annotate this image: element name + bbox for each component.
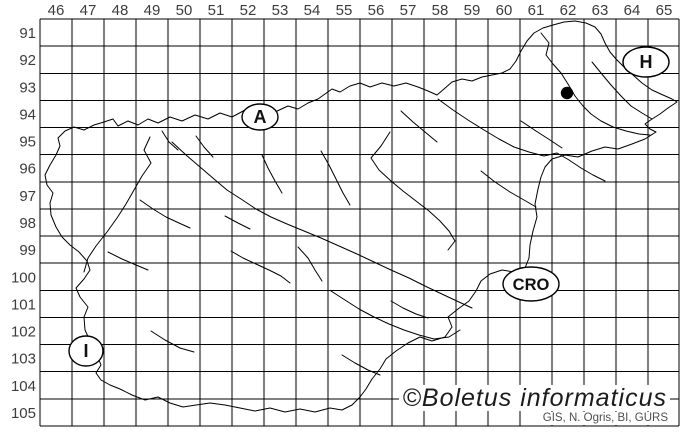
grid-row-label: 103: [11, 351, 36, 368]
river-path: [341, 354, 381, 376]
river-path: [83, 136, 152, 273]
river-path: [400, 110, 438, 143]
grid-col-label: 59: [464, 2, 481, 19]
map-geometry: [44, 20, 678, 413]
grid-row-label: 95: [19, 134, 36, 151]
grid-col-label: 52: [240, 2, 257, 19]
grid-col-label: 64: [624, 2, 641, 19]
country-label-italy: I: [68, 335, 104, 367]
grid-col-label: 61: [528, 2, 545, 19]
grid-col-label: 51: [208, 2, 225, 19]
grid-row-label: 92: [19, 52, 36, 69]
grid-row-label: 91: [19, 25, 36, 42]
river-path: [297, 246, 323, 282]
country-label-ellipse: [68, 335, 104, 367]
grid-col-label: 50: [176, 2, 193, 19]
grid-col-label: 56: [368, 2, 385, 19]
grid-row-label: 100: [11, 269, 36, 286]
river-path: [230, 250, 291, 284]
grid-row-label: 94: [19, 106, 36, 123]
grid-col-label: 63: [592, 2, 609, 19]
river-path: [540, 32, 651, 136]
country-label-hungary: H: [622, 46, 670, 78]
grid-col-label: 57: [400, 2, 417, 19]
river-path: [171, 141, 473, 309]
river-path: [107, 251, 149, 271]
country-label-text: A: [254, 107, 267, 127]
river-path: [320, 150, 351, 206]
grid-col-label: 60: [496, 2, 513, 19]
copyright-text: ©Boletus informaticus: [399, 385, 670, 411]
country-label-ellipse: [502, 266, 560, 302]
river-path: [390, 300, 429, 319]
river-path: [224, 215, 251, 230]
grid-col-label: 62: [560, 2, 577, 19]
grid-col-label: 65: [656, 2, 673, 19]
grid-row-label: 93: [19, 79, 36, 96]
grid-col-label: 47: [80, 2, 97, 19]
river-path: [139, 199, 191, 229]
river-path: [437, 98, 606, 182]
grid-col-label: 48: [112, 2, 129, 19]
country-label-croatia: CRO: [502, 266, 560, 302]
river-path: [261, 154, 283, 194]
country-label-ellipse: [241, 103, 279, 131]
country-border-path: [44, 20, 678, 413]
river-path: [520, 120, 563, 149]
river-path: [370, 131, 456, 251]
river-path: [330, 290, 461, 340]
attribution-text: GIS, N. Ogris, BI, GURS: [540, 412, 670, 425]
river-path: [161, 130, 179, 151]
country-label-austria: A: [241, 103, 279, 131]
record-dot[interactable]: [560, 86, 574, 100]
river-path: [150, 330, 195, 353]
grid-row-label: 99: [19, 242, 36, 259]
grid-labels: 46 47 48 49 50 51 52 53 54 55 56 57 58 59 60 61 62 63 64 65…: [11, 2, 672, 422]
map-grid: [39, 18, 680, 427]
grid-row-label: 98: [19, 215, 36, 232]
river-path: [591, 61, 653, 120]
river-path: [480, 170, 537, 208]
grid-col-label: 53: [272, 2, 289, 19]
grid-row-label: 96: [19, 161, 36, 178]
grid-col-label: 54: [304, 2, 321, 19]
grid-col-label: 46: [48, 2, 65, 19]
grid-col-label: 55: [336, 2, 353, 19]
grid-col-label: 58: [432, 2, 449, 19]
grid-row-label: 97: [19, 188, 36, 205]
country-label-text: H: [640, 52, 653, 72]
river-path: [195, 135, 214, 158]
country-label-text: I: [83, 341, 88, 361]
grid-row-label: 105: [11, 405, 36, 422]
grid-col-label: 49: [144, 2, 161, 19]
grid-row-label: 102: [11, 324, 36, 341]
country-label-ellipse: [622, 46, 670, 78]
country-label-text: CRO: [513, 276, 550, 294]
grid-row-label: 104: [11, 378, 36, 395]
grid-row-label: 101: [11, 296, 36, 313]
